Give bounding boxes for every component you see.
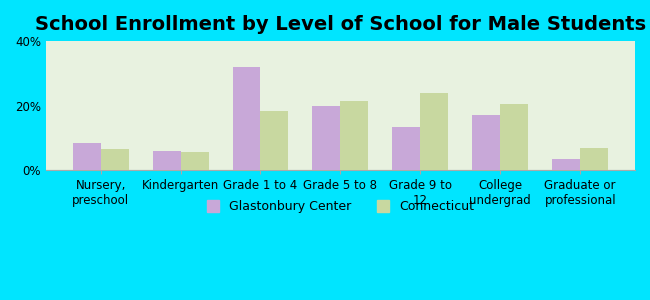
Bar xyxy=(393,127,421,170)
Bar xyxy=(261,110,289,170)
Bar xyxy=(473,116,501,170)
Legend: Glastonbury Center, Connecticut: Glastonbury Center, Connecticut xyxy=(202,195,479,218)
Bar xyxy=(341,101,369,170)
Bar xyxy=(153,151,181,170)
Bar xyxy=(500,104,528,170)
Bar xyxy=(580,148,608,170)
Bar xyxy=(101,149,129,170)
Bar xyxy=(421,93,448,170)
Bar xyxy=(181,152,209,170)
Bar xyxy=(233,67,261,170)
Bar xyxy=(73,143,101,170)
Bar xyxy=(552,159,580,170)
Bar xyxy=(313,106,341,170)
Title: School Enrollment by Level of School for Male Students: School Enrollment by Level of School for… xyxy=(35,15,646,34)
